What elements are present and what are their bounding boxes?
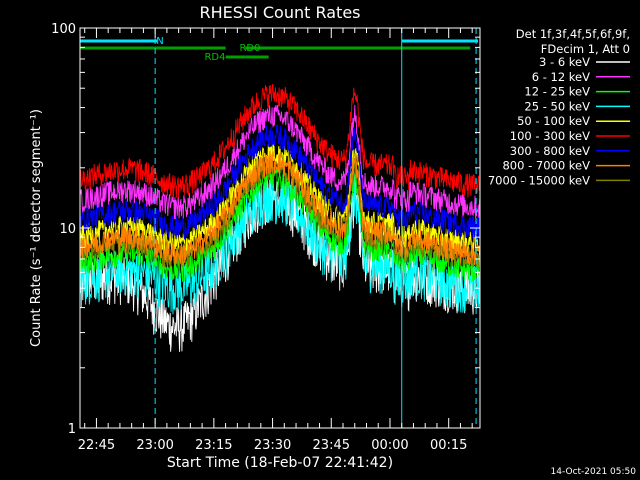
legend-header: FDecim 1, Att 0 [541, 42, 630, 56]
legend-entry-label: 50 - 100 keV [517, 114, 590, 128]
legend-entry-label: 12 - 25 keV [524, 85, 590, 99]
x-tick-label: 23:30 [254, 438, 291, 453]
legend-entry-label: 800 - 7000 keV [502, 159, 590, 173]
series-line-5 [79, 141, 481, 256]
series-line-9 [79, 156, 481, 270]
flag-label-rd4: RD4 [204, 52, 225, 63]
series-line-7 [79, 124, 481, 241]
x-tick-label: 00:15 [430, 438, 467, 453]
x-tick-label: 23:45 [313, 438, 350, 453]
chart-title: RHESSI Count Rates [200, 3, 361, 22]
footer-date: 14-Oct-2021 05:50 [551, 467, 637, 477]
y-tick-label: 1 [68, 422, 76, 437]
legend: Det 1f,3f,4f,5f,6f,9f,FDecim 1, Att 03 -… [488, 27, 630, 187]
x-tick-label: 23:00 [136, 438, 173, 453]
flag-label-rd0: RD0 [239, 43, 260, 54]
x-tick-label: 22:45 [78, 438, 115, 453]
series-line-8 [79, 150, 481, 266]
x-tick-label: 23:15 [195, 438, 232, 453]
legend-entry-label: 100 - 300 keV [510, 129, 590, 143]
plot-area [79, 83, 481, 352]
x-tick-label: 00:00 [371, 438, 408, 453]
y-tick-label: 10 [59, 222, 76, 237]
legend-header: Det 1f,3f,4f,5f,6f,9f, [516, 27, 630, 41]
flag-bars: N RD0 RD4 [80, 36, 479, 63]
legend-entry-label: 25 - 50 keV [524, 99, 590, 113]
legend-entry-label: 3 - 6 keV [539, 55, 590, 69]
series-line-2 [79, 104, 481, 220]
series-line-3 [79, 167, 481, 283]
legend-entry-label: 7000 - 15000 keV [488, 173, 590, 187]
legend-entry-label: 300 - 800 keV [510, 144, 590, 158]
series-line-6 [79, 83, 481, 199]
y-axis: 1 10 100 [51, 22, 480, 437]
y-axis-label: Count Rate (s⁻¹ detector segment⁻¹) [29, 109, 44, 347]
x-axis-label: Start Time (18-Feb-07 22:41:42) [167, 455, 393, 471]
x-axis: 22:45 23:00 23:15 23:30 23:45 00:00 00:15 [78, 28, 473, 453]
legend-entry-label: 6 - 12 keV [532, 70, 590, 84]
flag-label-n: N [156, 36, 163, 47]
y-tick-label: 100 [51, 22, 76, 37]
